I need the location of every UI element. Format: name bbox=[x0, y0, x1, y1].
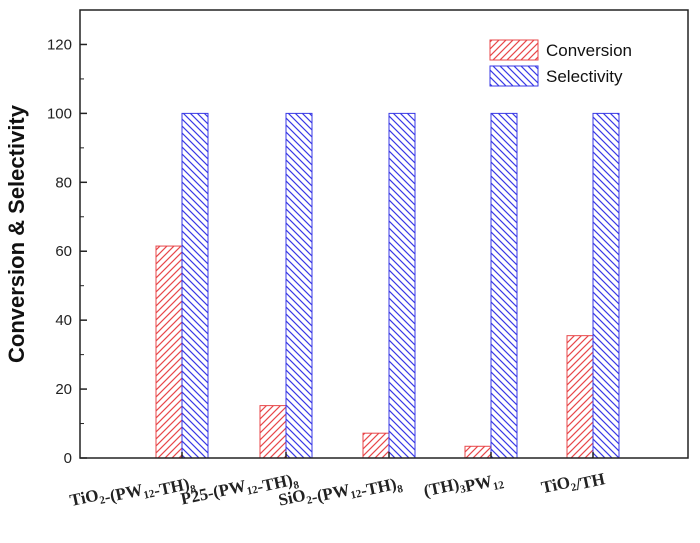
bar-selectivity-1 bbox=[285, 112, 313, 459]
x-category-label-0: TiO2-(PW12-TH)8 bbox=[68, 465, 198, 521]
bar-selectivity-4 bbox=[592, 112, 620, 459]
bar-selectivity-0 bbox=[181, 112, 209, 459]
y-axis-ticks: 0 20 40 60 80 100 120 bbox=[47, 9, 87, 467]
bars-group bbox=[155, 112, 620, 459]
bar-conversion-0 bbox=[155, 245, 183, 459]
legend-swatch-selectivity bbox=[489, 65, 539, 87]
y-tick-label: 100 bbox=[47, 105, 72, 122]
y-tick-label: 80 bbox=[55, 174, 72, 191]
bar-conversion-4 bbox=[566, 335, 594, 459]
y-tick-label: 40 bbox=[55, 312, 72, 329]
bar-selectivity-2 bbox=[388, 112, 416, 459]
y-tick-label: 0 bbox=[64, 450, 72, 467]
bar-selectivity-3 bbox=[490, 112, 518, 459]
legend-label-conversion: Conversion bbox=[546, 41, 632, 60]
legend-swatch-conversion bbox=[489, 39, 539, 61]
legend: Conversion Selectivity bbox=[489, 39, 632, 87]
y-tick-label: 20 bbox=[55, 381, 72, 398]
x-category-label-2: SiO2-(PW12-TH)8 bbox=[277, 465, 405, 520]
y-tick-label: 60 bbox=[55, 243, 72, 260]
x-axis-category-labels: TiO2-(PW12-TH)8P25-(PW12-TH)8SiO2-(PW12-… bbox=[68, 465, 607, 521]
y-axis-label: Conversion & Selectivity bbox=[4, 104, 29, 363]
plot-frame bbox=[79, 9, 689, 459]
legend-label-selectivity: Selectivity bbox=[546, 67, 623, 86]
x-category-label-3: (TH)3PW12 bbox=[422, 465, 506, 507]
x-axis-ticks bbox=[181, 452, 594, 458]
bar-conversion-3 bbox=[464, 445, 492, 459]
x-category-label-4: TiO2/TH bbox=[539, 465, 606, 501]
y-tick-label: 120 bbox=[47, 36, 72, 53]
bar-conversion-2 bbox=[362, 432, 390, 459]
bar-conversion-1 bbox=[259, 405, 287, 459]
